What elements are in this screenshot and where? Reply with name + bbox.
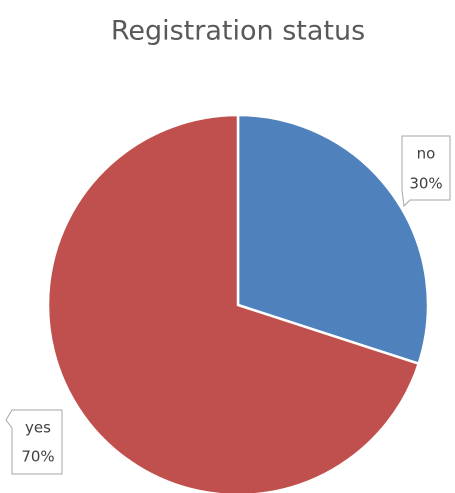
callout-box <box>401 135 451 208</box>
slice-label: no <box>417 145 436 163</box>
slice-value-label: 30% <box>409 175 442 193</box>
chart-title: Registration status <box>111 16 365 47</box>
pie-slice <box>46 113 421 493</box>
slice-label: yes <box>25 419 51 437</box>
pie-slice <box>236 113 430 366</box>
pie <box>46 113 430 493</box>
slice-value-label: 70% <box>21 448 54 466</box>
callout-box <box>5 409 63 475</box>
